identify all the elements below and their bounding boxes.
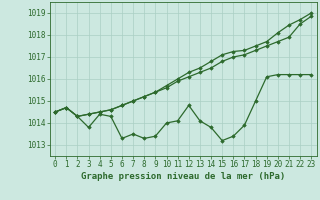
X-axis label: Graphe pression niveau de la mer (hPa): Graphe pression niveau de la mer (hPa) bbox=[81, 172, 285, 181]
